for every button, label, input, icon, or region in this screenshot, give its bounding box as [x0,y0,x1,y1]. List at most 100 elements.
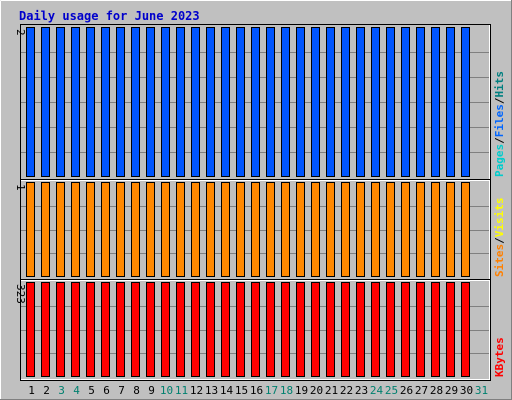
bar-hits-day-15 [236,27,245,177]
bar-hits-day-26 [401,27,410,177]
bar-hits-day-11 [176,27,185,177]
day-label-6: 6 [103,384,110,397]
bar-visits-day-10 [161,182,170,277]
bar-visits-day-21 [326,182,335,277]
day-label-3: 3 [58,384,65,397]
bar-hits-day-25 [386,27,395,177]
bar-kbytes-day-29 [446,282,455,377]
bar-hits-day-7 [116,27,125,177]
panel-visits: 1 Sites/Visits [14,182,506,278]
bar-kbytes-day-9 [146,282,155,377]
chart-title: Daily usage for June 2023 [19,9,200,23]
bar-hits-day-3 [56,27,65,177]
bar-visits-day-15 [236,182,245,277]
bar-hits-day-16 [251,27,260,177]
panel-max-label: 2 [14,29,27,36]
day-label-20: 20 [310,384,323,397]
bar-hits-day-6 [101,27,110,177]
bar-kbytes-day-5 [86,282,95,377]
day-label-17: 17 [265,384,278,397]
legend-item: / [493,137,506,144]
bar-hits-day-28 [431,27,440,177]
bar-kbytes-day-1 [26,282,35,377]
bar-visits-day-26 [401,182,410,277]
bar-visits-day-6 [101,182,110,277]
bar-visits-day-11 [176,182,185,277]
bar-hits-day-24 [371,27,380,177]
bar-visits-day-20 [311,182,320,277]
bar-visits-day-16 [251,182,260,277]
panel-kbytes: 323 KBytes [14,282,506,377]
bar-hits-day-23 [356,27,365,177]
bar-hits-day-9 [146,27,155,177]
bar-visits-day-23 [356,182,365,277]
bar-hits-day-10 [161,27,170,177]
bar-kbytes-day-10 [161,282,170,377]
bar-kbytes-day-22 [341,282,350,377]
day-label-23: 23 [355,384,368,397]
panel-legend: KBytes [493,337,506,377]
bar-kbytes-day-21 [326,282,335,377]
day-label-31: 31 [475,384,488,397]
legend-item: / [493,237,506,244]
bar-visits-day-29 [446,182,455,277]
panel-max-label: 1 [14,184,27,191]
bar-visits-day-7 [116,182,125,277]
day-label-13: 13 [205,384,218,397]
bar-visits-day-13 [206,182,215,277]
bar-kbytes-day-23 [356,282,365,377]
bar-hits-day-13 [206,27,215,177]
bar-hits-day-2 [41,27,50,177]
day-label-7: 7 [118,384,125,397]
bar-visits-day-18 [281,182,290,277]
bar-kbytes-day-4 [71,282,80,377]
bar-kbytes-day-20 [311,282,320,377]
panel-max-label: 323 [14,284,27,304]
bar-hits-day-19 [296,27,305,177]
bar-kbytes-day-27 [416,282,425,377]
day-label-18: 18 [280,384,293,397]
day-label-4: 4 [73,384,80,397]
bar-kbytes-day-17 [266,282,275,377]
day-label-22: 22 [340,384,353,397]
bar-visits-day-24 [371,182,380,277]
bar-hits-day-27 [416,27,425,177]
bar-visits-day-4 [71,182,80,277]
bar-hits-day-18 [281,27,290,177]
day-label-8: 8 [133,384,140,397]
bar-hits-day-14 [221,27,230,177]
bar-visits-day-17 [266,182,275,277]
panel-legend: Sites/Visits [493,198,506,278]
bar-hits-day-21 [326,27,335,177]
bar-kbytes-day-15 [236,282,245,377]
bar-kbytes-day-16 [251,282,260,377]
bar-kbytes-day-2 [41,282,50,377]
legend-item: Hits [493,71,506,98]
bar-kbytes-day-28 [431,282,440,377]
day-label-24: 24 [370,384,384,397]
bar-visits-day-5 [86,182,95,277]
day-label-30: 30 [460,384,473,397]
bar-kbytes-day-19 [296,282,305,377]
bar-kbytes-day-3 [56,282,65,377]
bar-hits-day-22 [341,27,350,177]
day-label-10: 10 [160,384,173,397]
bar-kbytes-day-30 [461,282,470,377]
bar-kbytes-day-7 [116,282,125,377]
day-label-28: 28 [430,384,443,397]
legend-item: / [493,97,506,104]
day-label-9: 9 [148,384,155,397]
bar-visits-day-12 [191,182,200,277]
bar-visits-day-19 [296,182,305,277]
day-label-25: 25 [385,384,398,397]
bar-visits-day-25 [386,182,395,277]
bar-kbytes-day-11 [176,282,185,377]
legend-item: Pages [493,144,506,177]
bar-visits-day-9 [146,182,155,277]
legend-item: Files [493,104,506,137]
bar-hits-day-4 [71,27,80,177]
bar-kbytes-day-26 [401,282,410,377]
legend-item: KBytes [493,337,506,377]
